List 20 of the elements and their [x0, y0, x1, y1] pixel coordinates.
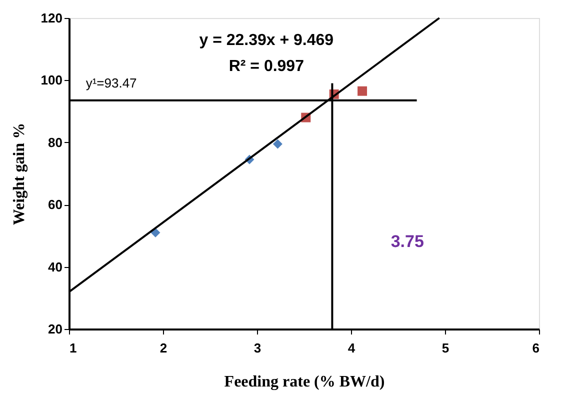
y-axis-title: Weight gain % — [10, 122, 28, 226]
x-tick-label: 4 — [348, 340, 356, 356]
point — [272, 139, 282, 149]
annotation: y = 22.39x + 9.469 — [199, 32, 334, 49]
annotation: R² = 0.997 — [228, 58, 304, 76]
y-tick-label: 60 — [48, 197, 62, 212]
y-tick-label: 120 — [40, 10, 62, 26]
y-tick-label: 20 — [48, 322, 62, 336]
y-tick-label: 100 — [40, 72, 62, 88]
annotation: 3.75 — [390, 232, 424, 251]
x-tick-label: 1 — [70, 340, 77, 356]
x-tick-label: 2 — [160, 340, 168, 356]
y-tick-label: 80 — [48, 134, 62, 150]
y-tick-label: 40 — [48, 259, 62, 274]
point — [358, 86, 368, 96]
x-tick-label: 3 — [254, 340, 262, 356]
annotation: y¹=93.47 — [86, 75, 137, 90]
x-tick-label: 6 — [532, 340, 540, 356]
x-tick-label: 5 — [442, 340, 450, 356]
x-axis-title: Feeding rate (% BW/d) — [224, 374, 385, 390]
